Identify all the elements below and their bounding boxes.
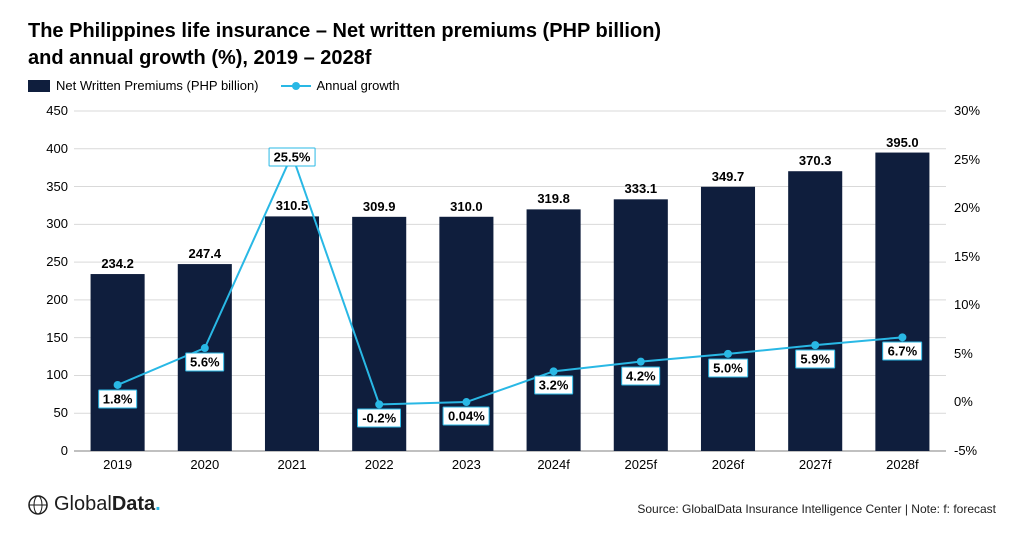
x-tick: 2020: [190, 457, 219, 472]
growth-value-label: 3.2%: [534, 376, 574, 395]
title-line-1: The Philippines life insurance – Net wri…: [28, 20, 661, 42]
x-tick: 2028f: [886, 457, 919, 472]
y-right-tick: 15%: [954, 249, 980, 264]
bar-value-label: 370.3: [799, 153, 832, 168]
chart-title: The Philippines life insurance – Net wri…: [28, 18, 996, 72]
bar-value-label: 247.4: [189, 246, 222, 261]
growth-value-label: 6.7%: [883, 342, 923, 361]
line-swatch-icon: [281, 80, 311, 92]
bar-value-label: 333.1: [625, 181, 658, 196]
y-right-tick: 20%: [954, 200, 980, 215]
legend-line-label: Annual growth: [317, 78, 400, 93]
growth-value-label: 4.2%: [621, 366, 661, 385]
growth-value-label: 1.8%: [98, 389, 138, 408]
y-left-tick: 150: [32, 330, 68, 345]
x-tick: 2022: [365, 457, 394, 472]
y-left-tick: 200: [32, 292, 68, 307]
y-right-tick: 10%: [954, 297, 980, 312]
x-tick: 2026f: [712, 457, 745, 472]
legend: Net Written Premiums (PHP billion) Annua…: [28, 78, 996, 93]
y-left-tick: 350: [32, 179, 68, 194]
bar-value-label: 309.9: [363, 199, 396, 214]
logo-text: GlobalData.: [54, 493, 161, 516]
bar-value-label: 349.7: [712, 169, 745, 184]
bar-swatch-icon: [28, 80, 50, 92]
x-tick: 2025f: [625, 457, 658, 472]
growth-value-label: 25.5%: [269, 147, 316, 166]
title-line-2: and annual growth (%), 2019 – 2028f: [28, 47, 371, 69]
bar-value-label: 310.5: [276, 198, 309, 213]
growth-value-label: 5.6%: [185, 353, 225, 372]
x-tick: 2023: [452, 457, 481, 472]
y-right-tick: 30%: [954, 103, 980, 118]
footer: GlobalData. Source: GlobalData Insurance…: [28, 493, 996, 516]
y-right-tick: 25%: [954, 152, 980, 167]
y-left-tick: 0: [32, 443, 68, 458]
chart-card: The Philippines life insurance – Net wri…: [0, 0, 1024, 549]
y-left-tick: 300: [32, 216, 68, 231]
y-left-tick: 250: [32, 254, 68, 269]
y-right-tick: 0%: [954, 394, 973, 409]
logo-icon: [28, 495, 48, 515]
y-right-tick: -5%: [954, 443, 977, 458]
legend-bar-label: Net Written Premiums (PHP billion): [56, 78, 259, 93]
x-tick: 2027f: [799, 457, 832, 472]
x-tick: 2021: [278, 457, 307, 472]
y-left-tick: 450: [32, 103, 68, 118]
growth-value-label: -0.2%: [357, 409, 401, 428]
x-tick: 2024f: [537, 457, 570, 472]
y-right-tick: 5%: [954, 346, 973, 361]
x-tick: 2019: [103, 457, 132, 472]
chart-area: 0 50 100 150 200 250 300 350 400 450 -5% 0% 5% 10% 15%…: [28, 99, 996, 479]
bar-value-label: 234.2: [101, 256, 134, 271]
bar-value-label: 310.0: [450, 199, 483, 214]
legend-bar: Net Written Premiums (PHP billion): [28, 78, 259, 93]
source-note: Source: GlobalData Insurance Intelligenc…: [637, 502, 996, 516]
bar-value-label: 395.0: [886, 135, 919, 150]
logo: GlobalData.: [28, 493, 161, 516]
growth-value-label: 0.04%: [443, 407, 490, 426]
legend-line: Annual growth: [281, 78, 400, 93]
growth-value-label: 5.0%: [708, 358, 748, 377]
y-left-tick: 400: [32, 141, 68, 156]
y-left-tick: 100: [32, 367, 68, 382]
growth-value-label: 5.9%: [795, 350, 835, 369]
bar-value-label: 319.8: [537, 191, 570, 206]
y-left-tick: 50: [32, 405, 68, 420]
chart-svg: [28, 99, 996, 479]
